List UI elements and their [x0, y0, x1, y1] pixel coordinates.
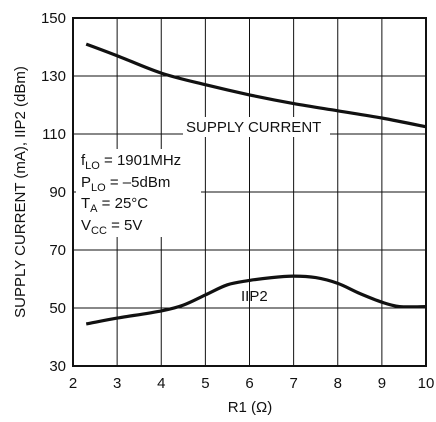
- y-tick-label: 150: [41, 10, 66, 27]
- y-tick-label: 30: [49, 358, 66, 375]
- y-tick-label: 110: [42, 126, 66, 143]
- x-tick-label: 10: [418, 375, 435, 392]
- annotation-ta: TA = 25°C: [81, 195, 148, 215]
- conditions-annotation: fLO = 1901MHz PLO = –5dBm TA = 25°C VCC …: [76, 149, 201, 237]
- y-axis-title: SUPPLY CURRENT (mA), IIP2 (dBm): [12, 66, 29, 318]
- y-tick-label: 70: [49, 242, 66, 259]
- supply-current-line: [85, 42, 427, 129]
- plot-frame: [72, 17, 427, 367]
- x-tick-label: 9: [378, 375, 386, 392]
- x-tick-label: 7: [289, 375, 297, 392]
- x-tick-label: 2: [69, 375, 77, 392]
- x-tick-label: 4: [157, 375, 165, 392]
- annotation-flo: fLO = 1901MHz: [81, 152, 181, 172]
- x-tick-label: 3: [113, 375, 121, 392]
- supply-current-label: SUPPLY CURRENT: [186, 119, 321, 136]
- x-tick-label: 8: [334, 375, 342, 392]
- iip2-label: IIP2: [241, 288, 268, 305]
- tick-layer: 2 3 4 5 6 7 8 9 10 30 50 70 90 110 130 150: [41, 10, 434, 392]
- y-tick-label: 90: [49, 184, 66, 201]
- iip2-line: [85, 274, 427, 326]
- annotation-plo: PLO = –5dBm: [81, 174, 170, 194]
- series-layer: [85, 42, 427, 326]
- supply-current-label-group: SUPPLY CURRENT: [183, 117, 330, 137]
- y-tick-label: 50: [49, 300, 66, 317]
- x-axis-title: R1 (Ω): [228, 399, 273, 416]
- y-tick-label: 130: [41, 68, 66, 85]
- x-tick-label: 5: [201, 375, 209, 392]
- x-tick-label: 6: [245, 375, 253, 392]
- annotation-vcc: VCC = 5V: [81, 217, 142, 237]
